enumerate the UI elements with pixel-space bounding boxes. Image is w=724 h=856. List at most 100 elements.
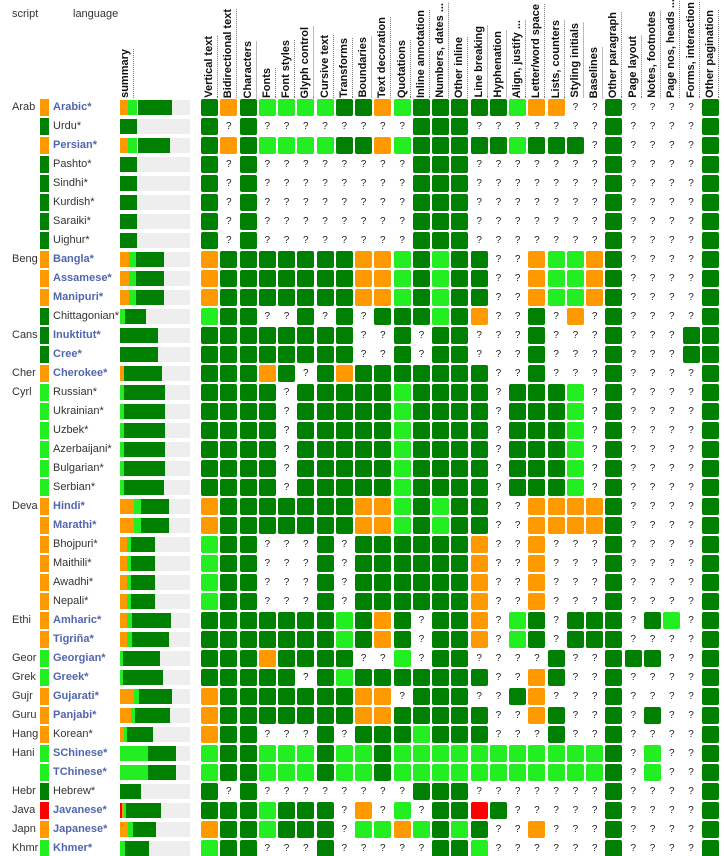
language-link[interactable]: Persian* — [53, 139, 98, 151]
language-link[interactable]: Cree* — [53, 348, 82, 360]
status-cell: ? — [220, 232, 238, 249]
status-cell: ? — [335, 821, 353, 838]
status-cell — [470, 403, 488, 420]
summary-segment — [120, 252, 130, 267]
status-cell — [374, 536, 392, 553]
language-link[interactable]: Panjabi* — [53, 709, 97, 721]
status-cell — [701, 650, 719, 667]
language-link[interactable]: Greek* — [53, 671, 89, 683]
status-cell — [509, 137, 527, 154]
language-link[interactable]: Tigriña* — [53, 633, 94, 645]
status-cell: ? — [547, 213, 565, 230]
column-header: Notes, footnotes — [644, 11, 661, 98]
language-link[interactable]: Inuktitut* — [53, 329, 101, 341]
language-link[interactable]: Marathi* — [53, 519, 97, 531]
status-cell — [566, 289, 584, 306]
status-cell: ? — [624, 441, 642, 458]
status-cell — [316, 631, 334, 648]
script-marker — [40, 270, 49, 287]
language-link[interactable]: Javanese* — [53, 804, 107, 816]
status-cell — [201, 631, 218, 648]
language-link[interactable]: Arabic* — [53, 101, 92, 113]
column-header: Hyphenation — [490, 31, 507, 98]
status-cell: ? — [566, 156, 584, 173]
status-cell — [201, 650, 218, 667]
status-cell: ? — [663, 821, 681, 838]
status-cell — [663, 612, 681, 629]
status-cell — [547, 422, 565, 439]
status-cell — [258, 384, 276, 401]
status-cell — [278, 270, 296, 287]
status-cell — [201, 156, 218, 173]
status-cell: ? — [509, 156, 527, 173]
script-marker — [40, 403, 49, 420]
status-cell — [586, 764, 604, 781]
status-cell: ? — [682, 707, 700, 724]
summary-segment — [123, 366, 162, 381]
language-link[interactable]: Hindi* — [53, 500, 85, 512]
language-link[interactable]: Gujarati* — [53, 690, 99, 702]
status-cell — [566, 384, 584, 401]
language-link[interactable]: TChinese* — [53, 766, 107, 778]
status-cell — [432, 479, 450, 496]
status-cell — [220, 422, 238, 439]
status-cell — [316, 270, 334, 287]
status-cell: ? — [316, 308, 334, 325]
status-cell — [412, 403, 430, 420]
column-header: Align, justify ... — [510, 19, 527, 98]
status-cell — [297, 99, 315, 116]
status-cell — [393, 403, 411, 420]
status-cell: ? — [278, 384, 296, 401]
status-cell — [297, 384, 315, 401]
status-cell: ? — [509, 213, 527, 230]
summary-segment — [129, 252, 137, 267]
status-cell — [374, 726, 392, 743]
status-cell — [278, 365, 296, 382]
status-cell — [451, 498, 469, 515]
language-link[interactable]: Khmer* — [53, 842, 93, 854]
status-cell — [451, 118, 469, 135]
status-cell: ? — [663, 726, 681, 743]
status-cell: ? — [489, 612, 507, 629]
status-cell: ? — [278, 555, 296, 572]
status-cell: ? — [624, 422, 642, 439]
language-link[interactable]: Cherokee* — [53, 367, 108, 379]
language-link[interactable]: Manipuri* — [53, 291, 104, 303]
status-cell: ? — [509, 365, 527, 382]
status-cell — [239, 346, 257, 363]
status-cell: ? — [355, 308, 373, 325]
status-cell: ? — [624, 156, 642, 173]
status-cell — [451, 802, 469, 819]
script-marker — [40, 764, 49, 781]
status-cell — [355, 764, 373, 781]
status-cell: ? — [278, 479, 296, 496]
status-cell — [605, 289, 623, 306]
status-cell — [509, 403, 527, 420]
language-link[interactable]: Japanese* — [53, 823, 108, 835]
status-cell — [451, 213, 469, 230]
status-cell — [297, 460, 315, 477]
status-cell: ? — [470, 118, 488, 135]
status-cell — [278, 327, 296, 344]
script-marker — [40, 118, 49, 135]
status-cell — [701, 764, 719, 781]
status-cell — [528, 308, 546, 325]
language-link[interactable]: SChinese* — [53, 747, 108, 759]
status-cell — [220, 612, 238, 629]
language-link[interactable]: Georgian* — [53, 652, 106, 664]
language-link[interactable]: Bangla* — [53, 253, 94, 265]
status-cell: ? — [643, 194, 661, 211]
status-cell — [335, 422, 353, 439]
status-cell: ? — [624, 669, 642, 686]
status-cell — [355, 745, 373, 762]
summary-segment — [124, 423, 165, 438]
summary-segment — [148, 765, 176, 780]
script-marker — [40, 650, 49, 667]
script-marker — [40, 327, 49, 344]
language-link[interactable]: Assamese* — [53, 272, 112, 284]
status-cell: ? — [682, 783, 700, 800]
status-cell — [528, 460, 546, 477]
status-cell — [509, 384, 527, 401]
status-cell — [528, 764, 546, 781]
language-link[interactable]: Amharic* — [53, 614, 102, 626]
